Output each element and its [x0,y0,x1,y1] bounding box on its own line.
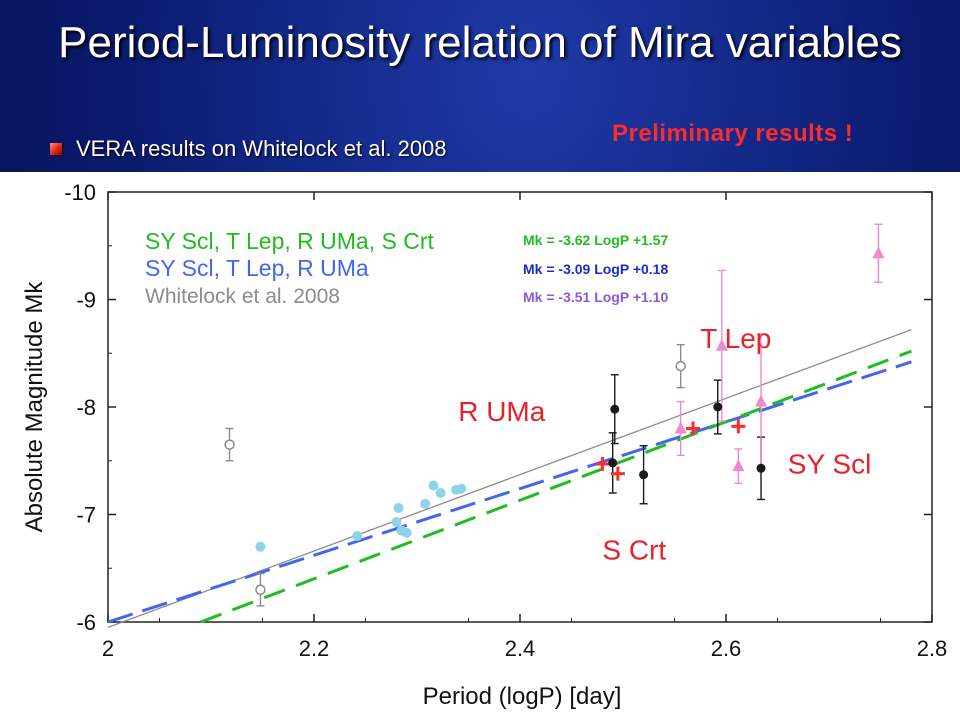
x-tick-label: 2.4 [505,636,536,661]
star-label: S Crt [602,535,666,566]
x-tick-label: 2.2 [299,636,330,661]
x-tick-label: 2 [102,636,114,661]
star-label: R UMa [458,396,546,427]
y-tick-label: -6 [76,610,96,635]
data-point [428,480,439,491]
data-point [401,527,412,538]
vera-plus-marker [595,456,610,471]
data-point [391,517,402,528]
star-label: T Lep [700,323,771,354]
data-point [756,463,766,473]
data-point [639,470,649,480]
data-point [713,402,723,412]
y-tick-label: -7 [76,503,96,528]
vera-plus-marker [686,421,701,436]
equation-no-scrt: Mk = -3.09 LogP +0.18 [523,261,668,277]
triangle-point [755,394,768,407]
y-tick-label: -9 [76,288,96,313]
slide-title: Period-Luminosity relation of Mira varia… [58,18,902,67]
x-tick-label: 2.6 [711,636,742,661]
equation-whitelock: Mk = -3.51 LogP +1.10 [523,289,668,305]
data-point [435,488,446,498]
x-axis-label: Period (logP) [day] [423,683,622,710]
triangle-point [872,246,885,259]
data-point [456,483,467,494]
data-point [608,458,618,468]
fit-line-dash [200,349,912,624]
open-data-point [255,584,266,595]
legend-entry-all-stars: SY Scl, T Lep, R UMa, S Crt [145,228,434,254]
data-point [255,541,266,552]
triangle-point [715,338,728,351]
open-data-point [675,360,686,372]
data-point [393,503,404,514]
fit-line-dash [107,360,912,624]
equation-all-stars: Mk = -3.62 LogP +1.57 [523,232,668,248]
data-point [610,404,620,414]
plot-panel: 2 2.2 2.4 2.6 2.8 -6 -7 -8 -9 -10 T Lep R UMa SY Sc… [0,172,960,720]
legend-entry-whitelock: Whitelock et al. 2008 [145,285,340,308]
y-axis-label: Absolute Magnitude Mk [21,281,48,533]
y-tick-label: -8 [76,395,96,420]
star-label: SY Scl [788,449,872,480]
preliminary-label: Preliminary results ! [612,120,854,147]
bullet-text: VERA results on Whitelock et al. 2008 [76,136,447,161]
vera-plus-marker [731,419,746,434]
open-data-point [224,439,235,450]
x-tick-label: 2.8 [917,636,948,661]
square-bullet-icon [50,143,62,155]
pl-relation-chart: 2 2.2 2.4 2.6 2.8 -6 -7 -8 -9 -10 T Lep R UMa SY Sc… [21,180,948,710]
data-point [420,498,431,509]
triangle-point [732,459,745,472]
triangle-point [674,421,687,434]
data-point [352,531,363,541]
bullet-row: VERA results on Whitelock et al. 2008 [50,136,447,162]
y-tick-label: -10 [64,180,96,205]
legend-entry-no-scrt: SY Scl, T Lep, R UMa [145,255,369,281]
fit-line-solid [107,328,912,628]
vera-plus-marker [610,466,625,481]
